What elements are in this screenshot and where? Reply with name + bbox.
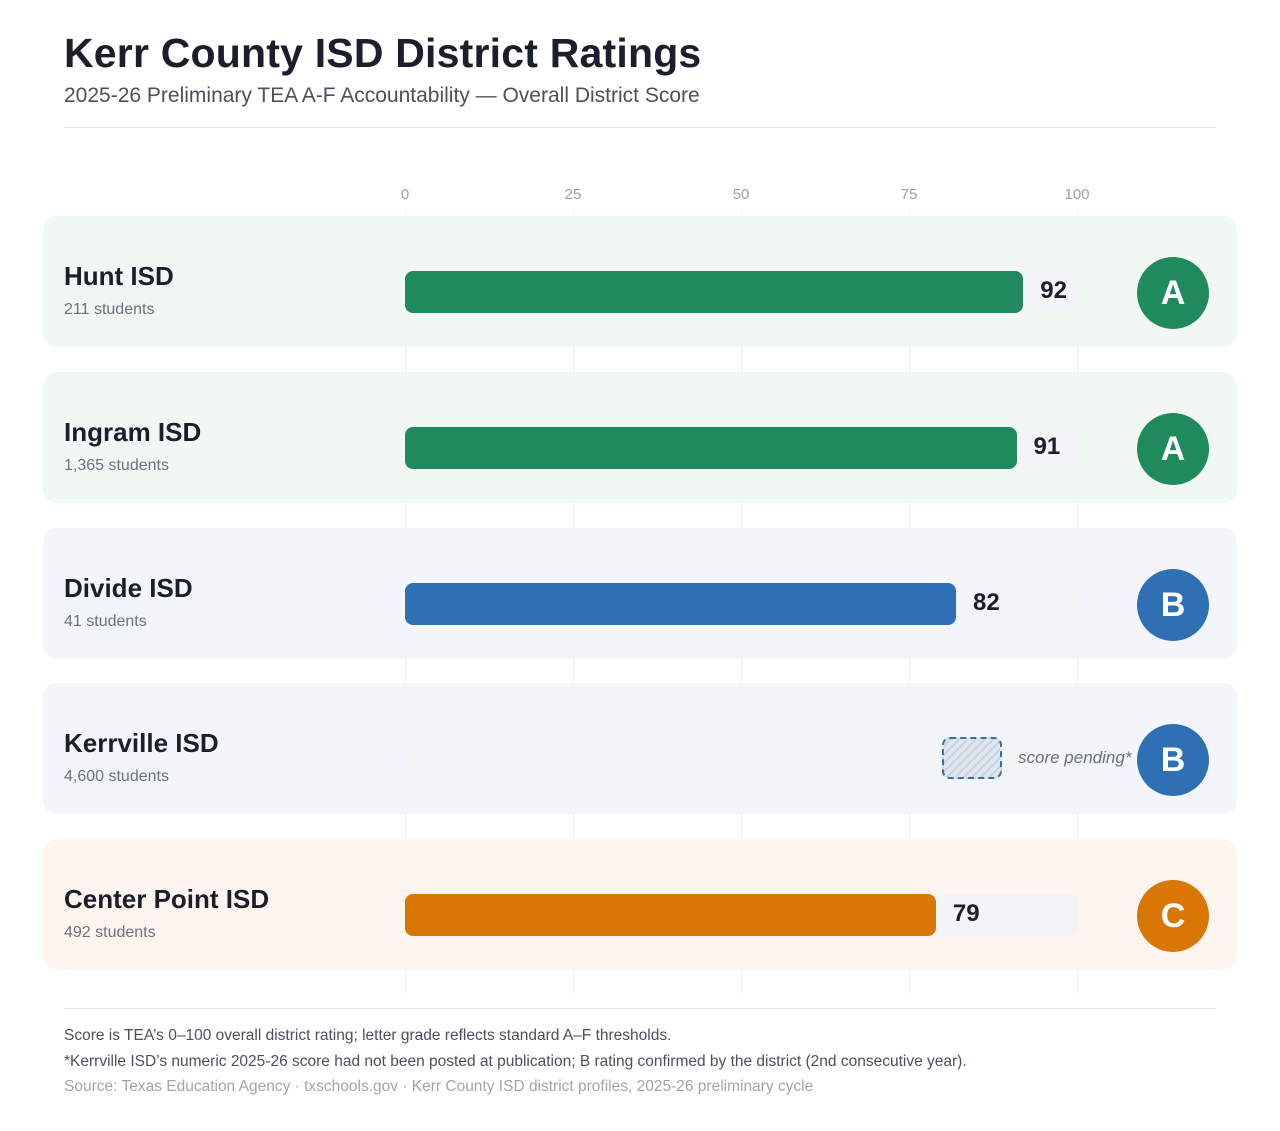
grade-badge: C <box>1137 880 1209 953</box>
grade-badge: A <box>1137 257 1209 329</box>
district-row: Divide ISD 41 students 82 B <box>43 527 1237 659</box>
district-name: Kerrville ISD <box>64 728 219 759</box>
chart-title: Kerr County ISD District Ratings <box>64 30 702 76</box>
footnote-score-definition: Score is TEA’s 0–100 overall district ra… <box>64 1027 672 1044</box>
district-row: Hunt ISD 211 students 92 A <box>43 216 1237 347</box>
district-name: Divide ISD <box>64 572 193 603</box>
score-bar <box>405 894 936 937</box>
district-name: Ingram ISD <box>64 416 202 447</box>
grade-badge: A <box>1137 412 1209 485</box>
district-name: Center Point ISD <box>64 884 270 915</box>
score-bar <box>405 271 1024 313</box>
student-count: 211 students <box>64 301 155 318</box>
score-value-label: 82 <box>973 588 1000 616</box>
pending-score-marker <box>942 737 1002 780</box>
footer-divider <box>64 1008 1216 1009</box>
district-row: Center Point ISD 492 students 79 C <box>43 839 1237 971</box>
source-note: Source: Texas Education Agency · txschoo… <box>64 1078 814 1095</box>
score-pending-label: score pending* <box>1018 748 1132 768</box>
student-count: 492 students <box>64 924 156 942</box>
score-value-label: 91 <box>1033 432 1061 460</box>
score-bar <box>405 582 957 625</box>
x-tick-label: 50 <box>732 186 750 203</box>
score-bar <box>405 426 1017 469</box>
footnote-kerrville-pending: *Kerrville ISD’s numeric 2025-26 score h… <box>64 1053 967 1070</box>
student-count: 41 students <box>64 612 147 630</box>
score-value-label: 79 <box>952 900 980 928</box>
x-tick-label: 25 <box>564 186 582 203</box>
district-row: Ingram ISD 1,365 students 91 A <box>43 371 1237 503</box>
district-row: Kerrville ISD 4,600 students score pending… <box>43 683 1237 815</box>
score-value-label: 92 <box>1040 277 1067 304</box>
x-tick-label: 0 <box>400 186 410 203</box>
grade-badge: B <box>1137 568 1209 641</box>
student-count: 1,365 students <box>64 456 169 474</box>
student-count: 4,600 students <box>64 768 169 786</box>
x-tick-label: 75 <box>900 186 918 203</box>
header-divider <box>64 127 1216 128</box>
chart-subtitle: 2025-26 Preliminary TEA A-F Accountabili… <box>64 84 700 107</box>
district-name: Hunt ISD <box>64 261 174 291</box>
x-tick-label: 100 <box>1064 186 1090 203</box>
grade-badge: B <box>1137 724 1209 797</box>
